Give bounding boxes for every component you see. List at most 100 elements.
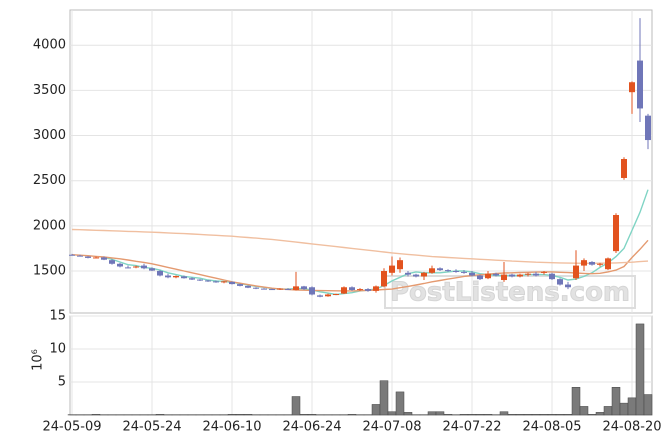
candle-body	[285, 289, 291, 290]
candle-body	[141, 266, 147, 269]
x-tick-label: 24-07-08	[362, 420, 421, 435]
volume-bar	[644, 395, 652, 415]
volume-bar	[564, 414, 572, 415]
candle-body	[605, 258, 611, 269]
volume-bar	[620, 403, 628, 415]
candle-body	[621, 159, 627, 178]
volume-bar	[372, 404, 380, 415]
volume-bar	[468, 414, 476, 415]
candle-body	[261, 289, 267, 290]
candle-body	[245, 286, 251, 288]
watermark: PostListens.com	[390, 278, 630, 308]
candle-body	[253, 288, 259, 289]
volume-bar	[308, 414, 316, 415]
y-tick-label: 2000	[33, 218, 66, 233]
candle-body	[165, 276, 171, 278]
candle-body	[277, 289, 283, 290]
x-tick-label: 24-05-09	[42, 420, 101, 435]
candle-body	[301, 286, 307, 289]
candle-body	[109, 260, 115, 264]
volume-bar	[388, 412, 396, 415]
candle-body	[237, 284, 243, 286]
candle-body	[213, 281, 219, 282]
volume-bar	[428, 412, 436, 415]
volume-bar	[92, 414, 100, 415]
x-tick-label: 24-08-20	[602, 420, 661, 435]
candle-body	[325, 294, 331, 296]
candle-body	[317, 295, 323, 296]
candle-body	[485, 274, 491, 279]
y-tick-label: 1500	[33, 264, 66, 279]
candle-body	[517, 275, 523, 277]
candle-body	[205, 280, 211, 281]
candle-body	[197, 280, 203, 281]
volume-panel	[70, 316, 652, 415]
y-tick-label: 2500	[33, 173, 66, 188]
candle-body	[637, 61, 643, 109]
volume-bar	[444, 414, 452, 415]
volume-bar	[588, 414, 596, 415]
volume-bar	[524, 414, 532, 415]
candle-body	[381, 271, 387, 286]
candle-body	[333, 294, 339, 295]
candle-body	[397, 260, 403, 269]
candle-body	[85, 257, 91, 258]
volume-bar	[628, 398, 636, 415]
candle-body	[597, 264, 603, 265]
candle-body	[69, 255, 75, 256]
candle-body	[389, 266, 395, 273]
volume-bar	[612, 387, 620, 415]
volume-bar	[604, 406, 612, 415]
volume-bar	[636, 324, 644, 415]
candle-body	[525, 274, 531, 275]
candle-body	[149, 268, 155, 270]
candle-body	[293, 286, 299, 290]
volume-bar	[436, 412, 444, 415]
candle-body	[445, 270, 451, 271]
x-tick-label: 24-05-24	[122, 420, 181, 435]
volume-bar	[300, 414, 308, 415]
volume-bar	[236, 414, 244, 415]
x-tick-label: 24-07-22	[442, 420, 501, 435]
volume-bar	[596, 412, 604, 415]
candle-body	[349, 287, 355, 290]
y-tick-label: 4000	[33, 38, 66, 53]
candle-body	[437, 268, 443, 270]
candle-body	[93, 257, 99, 258]
candle-body	[629, 82, 635, 92]
candle-body	[157, 271, 163, 276]
candle-body	[101, 257, 107, 259]
candle-body	[365, 289, 371, 291]
candle-body	[357, 289, 363, 290]
y-tick-label: 3500	[33, 83, 66, 98]
candle-body	[309, 287, 315, 294]
candle-body	[117, 264, 123, 267]
volume-bar	[580, 406, 588, 415]
candle-body	[501, 275, 507, 280]
volume-bar	[532, 414, 540, 415]
volume-bar	[548, 414, 556, 415]
candle-body	[549, 274, 555, 279]
candle-body	[181, 276, 187, 278]
candle-body	[573, 266, 579, 279]
candle-body	[565, 285, 571, 288]
y-tick-label: 5	[58, 375, 66, 390]
candle-body	[429, 268, 435, 273]
candle-body	[581, 260, 587, 265]
candle-body	[589, 262, 595, 265]
candle-body	[509, 275, 515, 277]
volume-bar	[380, 381, 388, 415]
volume-bar	[460, 414, 468, 415]
candle-body	[189, 278, 195, 279]
x-tick-label: 24-06-10	[202, 420, 261, 435]
candle-body	[421, 273, 427, 277]
candle-body	[341, 287, 347, 293]
volume-bar	[476, 414, 484, 415]
candle-body	[477, 276, 483, 280]
candle-body	[541, 272, 547, 273]
x-tick-label: 24-06-24	[282, 420, 341, 435]
volume-bar	[348, 414, 356, 415]
y-tick-label: 10	[49, 342, 66, 357]
volume-bar	[540, 414, 548, 415]
